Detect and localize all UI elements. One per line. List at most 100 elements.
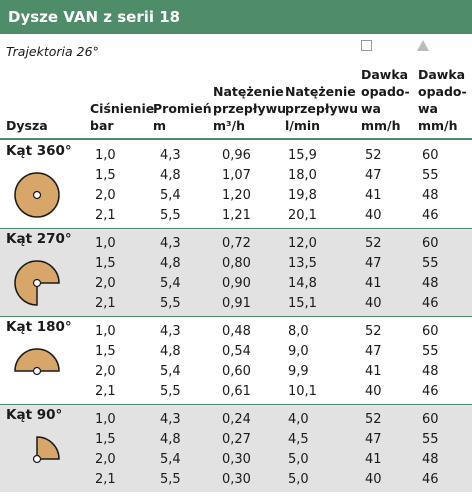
- pressure-cell: 1,0: [95, 236, 116, 251]
- rate-triangle-cell: 55: [422, 344, 439, 359]
- nozzle-center: [32, 278, 42, 288]
- header-radius-unit: m: [153, 118, 167, 133]
- header-rate-square-line3: wa: [361, 101, 381, 116]
- rate-square-cell: 47: [365, 344, 382, 359]
- pressure-cell: 2,1: [95, 208, 116, 223]
- flow-m3h-cell: 0,61: [222, 384, 251, 399]
- header-rate-triangle-line1: Dawka: [418, 67, 466, 82]
- flow-lmin-cell: 13,5: [288, 256, 317, 271]
- header-flow-lmin-line2: przepływu: [285, 101, 359, 116]
- radius-cell: 5,5: [160, 208, 181, 223]
- rate-triangle-cell: 60: [422, 236, 439, 251]
- rate-square-cell: 47: [365, 256, 382, 271]
- group-title: Kąt 90°: [6, 407, 63, 423]
- group-title: Kąt 270°: [6, 231, 72, 247]
- flow-lmin-cell: 15,1: [288, 296, 317, 311]
- header-flow-m3h-line2: przepływu: [213, 101, 287, 116]
- pressure-cell: 2,0: [95, 452, 116, 467]
- nozzle-group-360: Kąt 360° 1,0 4,3 0,96 15,9 52 60 1,5 4,8 1,07 18,0…: [0, 140, 472, 228]
- nozzle-center: [32, 366, 42, 376]
- pressure-cell: 1,5: [95, 168, 116, 183]
- rate-triangle-cell: 48: [422, 452, 439, 467]
- rate-triangle-cell: 46: [422, 384, 439, 399]
- nozzle-group-180: Kąt 180° 1,0 4,3 0,48 8,0 52 60 1,5 4,8 0,54 9,0 47…: [0, 316, 472, 404]
- flow-m3h-cell: 0,30: [222, 472, 251, 487]
- group-divider: [0, 228, 472, 229]
- radius-cell: 5,4: [160, 188, 181, 203]
- flow-lmin-cell: 5,0: [288, 472, 309, 487]
- flow-m3h-cell: 1,20: [222, 188, 251, 203]
- header-flow-lmin-unit: l/min: [285, 118, 321, 133]
- rate-square-cell: 41: [365, 452, 382, 467]
- flow-lmin-cell: 10,1: [288, 384, 317, 399]
- rate-triangle-cell: 55: [422, 168, 439, 183]
- header-radius: Promień m: [153, 100, 212, 134]
- square-marker-icon: [361, 40, 372, 51]
- header-pressure-line: Ciśnienie: [90, 101, 155, 116]
- rate-triangle-cell: 60: [422, 148, 439, 163]
- nozzle-shape: [14, 348, 60, 372]
- rate-square-cell: 52: [365, 148, 382, 163]
- header-flow-m3h-line1: Natężenie: [213, 84, 284, 99]
- rate-square-cell: 41: [365, 276, 382, 291]
- flow-m3h-cell: 0,27: [222, 432, 251, 447]
- header-nozzle: Dysza: [6, 118, 48, 133]
- pressure-cell: 2,0: [95, 188, 116, 203]
- group-divider: [0, 404, 472, 405]
- rate-triangle-cell: 48: [422, 364, 439, 379]
- nozzle-center: [32, 454, 42, 464]
- flow-lmin-cell: 4,0: [288, 412, 309, 427]
- rate-triangle-cell: 48: [422, 276, 439, 291]
- rate-triangle-cell: 48: [422, 188, 439, 203]
- radius-cell: 4,3: [160, 324, 181, 339]
- radius-cell: 5,5: [160, 296, 181, 311]
- flow-lmin-cell: 9,0: [288, 344, 309, 359]
- radius-cell: 5,5: [160, 472, 181, 487]
- pressure-cell: 1,5: [95, 256, 116, 271]
- rate-square-cell: 41: [365, 364, 382, 379]
- header-pressure: Ciśnienie bar: [90, 100, 154, 134]
- flow-m3h-cell: 0,91: [222, 296, 251, 311]
- flow-lmin-cell: 4,5: [288, 432, 309, 447]
- radius-cell: 5,5: [160, 384, 181, 399]
- flow-m3h-cell: 0,80: [222, 256, 251, 271]
- radius-cell: 4,8: [160, 168, 181, 183]
- rate-triangle-cell: 60: [422, 324, 439, 339]
- rate-square-cell: 47: [365, 432, 382, 447]
- nozzle-270-icon: [12, 258, 62, 312]
- header-flow-lmin: Natężenie przepływu l/min: [285, 83, 358, 134]
- nozzle-360-icon: [12, 170, 62, 224]
- header-radius-line: Promień: [153, 101, 212, 116]
- flow-lmin-cell: 8,0: [288, 324, 309, 339]
- page-title: Dysze VAN z serii 18: [0, 0, 472, 34]
- rate-square-cell: 52: [365, 324, 382, 339]
- radius-cell: 4,8: [160, 432, 181, 447]
- rate-triangle-cell: 60: [422, 412, 439, 427]
- nozzle-center: [32, 190, 42, 200]
- nozzle-90-icon: [12, 434, 62, 488]
- rate-square-cell: 47: [365, 168, 382, 183]
- flow-lmin-cell: 18,0: [288, 168, 317, 183]
- group-title: Kąt 180°: [6, 319, 72, 335]
- flow-lmin-cell: 19,8: [288, 188, 317, 203]
- header-flow-m3h-unit: m³/h: [213, 118, 245, 133]
- pressure-cell: 2,1: [95, 472, 116, 487]
- pressure-cell: 1,5: [95, 344, 116, 359]
- pressure-cell: 1,0: [95, 148, 116, 163]
- radius-cell: 4,8: [160, 344, 181, 359]
- flow-m3h-cell: 0,96: [222, 148, 251, 163]
- flow-lmin-cell: 20,1: [288, 208, 317, 223]
- flow-m3h-cell: 0,24: [222, 412, 251, 427]
- radius-cell: 5,4: [160, 364, 181, 379]
- flow-m3h-cell: 1,21: [222, 208, 251, 223]
- flow-m3h-cell: 1,07: [222, 168, 251, 183]
- pressure-cell: 2,0: [95, 276, 116, 291]
- header-rate-square-line2: opado-: [361, 84, 410, 99]
- nozzle-shape: [36, 436, 60, 460]
- rate-square-cell: 40: [365, 472, 382, 487]
- rate-square-cell: 40: [365, 296, 382, 311]
- pressure-cell: 1,0: [95, 412, 116, 427]
- flow-m3h-cell: 0,30: [222, 452, 251, 467]
- flow-lmin-cell: 15,9: [288, 148, 317, 163]
- nozzle-group-270: Kąt 270° 1,0 4,3 0,72 12,0 52 60 1,5 4,8 0,80 13,5…: [0, 228, 472, 316]
